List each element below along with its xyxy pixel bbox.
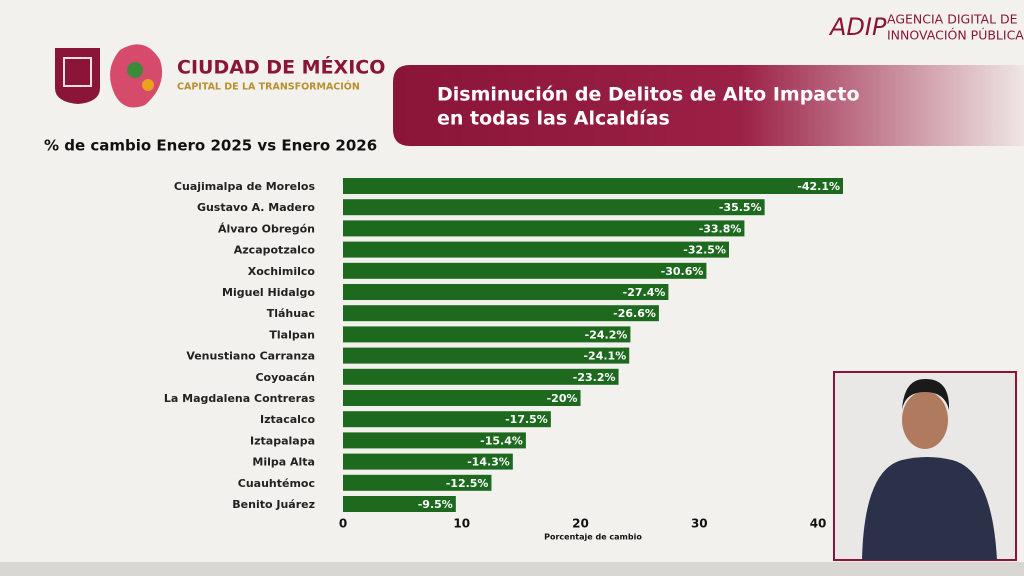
value-label: -33.8%	[699, 222, 742, 235]
agency-name: INNOVACIÓN PÚBLICA	[887, 28, 1024, 43]
value-label: -27.4%	[623, 286, 666, 299]
x-tick-label: 40	[810, 517, 827, 531]
interpreter-head	[902, 391, 948, 449]
shield-detail	[63, 57, 92, 87]
bar	[343, 432, 526, 449]
value-label: -42.1%	[797, 180, 840, 193]
x-tick-label: 20	[572, 517, 589, 531]
value-label: -12.5%	[446, 477, 489, 490]
y-tick-label: La Magdalena Contreras	[164, 392, 316, 405]
bar	[343, 411, 551, 428]
org-name: CIUDAD DE MÉXICO	[177, 56, 385, 79]
x-axis-label: Porcentaje de cambio	[544, 533, 642, 542]
city-logo-dot	[127, 62, 143, 78]
bar	[343, 496, 456, 512]
value-label: -30.6%	[661, 265, 704, 278]
interpreter-hair	[902, 378, 950, 410]
x-tick-label: 30	[691, 517, 708, 531]
bar	[343, 262, 707, 279]
y-tick-label: Miguel Hidalgo	[222, 286, 315, 299]
bar	[343, 390, 581, 406]
value-label: -35.5%	[719, 201, 762, 214]
banner	[393, 65, 1024, 146]
x-tick-label: 0	[339, 517, 347, 531]
bar	[343, 368, 619, 385]
banner-title: en todas las Alcaldías	[437, 108, 670, 130]
value-label: -17.5%	[505, 413, 548, 426]
y-tick-label: Azcapotzalco	[234, 244, 316, 257]
value-label: -32.5%	[683, 244, 726, 257]
y-tick-label: Venustiano Carranza	[186, 350, 315, 363]
bar	[343, 241, 729, 258]
bar	[343, 199, 765, 216]
x-tick-label: 10	[453, 517, 470, 531]
y-tick-label: Gustavo A. Madero	[197, 201, 315, 214]
value-label: -26.6%	[613, 307, 656, 320]
chart-title: % de cambio Enero 2025 vs Enero 2026	[44, 137, 377, 155]
y-tick-label: Xochimilco	[248, 265, 316, 278]
banner-title: Disminución de Delitos de Alto Impacto	[437, 84, 860, 106]
bar	[343, 305, 659, 322]
bottom-strip	[0, 562, 1024, 576]
value-label: -24.1%	[583, 350, 626, 363]
bar	[343, 326, 631, 343]
y-tick-label: Iztapalapa	[250, 434, 315, 447]
y-tick-label: Cuajimalpa de Morelos	[174, 180, 316, 193]
bar	[343, 284, 669, 300]
bar	[343, 178, 843, 194]
y-tick-label: Iztacalco	[260, 413, 315, 426]
bar	[343, 220, 745, 237]
y-tick-label: Milpa Alta	[252, 456, 315, 469]
y-tick-label: Cuauhtémoc	[238, 477, 315, 490]
y-tick-label: Benito Juárez	[232, 498, 315, 511]
y-tick-label: Álvaro Obregón	[218, 222, 315, 235]
value-label: -14.3%	[467, 456, 510, 469]
y-tick-label: Coyoacán	[255, 371, 315, 384]
value-label: -20%	[547, 392, 578, 405]
bar	[343, 474, 492, 491]
bar	[343, 347, 630, 364]
value-label: -24.2%	[585, 328, 628, 341]
y-tick-label: Tlalpan	[269, 328, 315, 341]
interpreter-body	[862, 457, 997, 560]
value-label: -23.2%	[573, 371, 616, 384]
bar	[343, 453, 513, 470]
shield-logo	[55, 48, 100, 104]
agency-logo: ADIP	[828, 13, 887, 41]
y-tick-label: Tláhuac	[267, 307, 315, 320]
city-logo-dot	[142, 79, 154, 91]
value-label: -15.4%	[480, 434, 523, 447]
org-tagline: CAPITAL DE LA TRANSFORMACIÓN	[177, 81, 360, 93]
value-label: -9.5%	[418, 498, 453, 511]
agency-name: AGENCIA DIGITAL DE	[887, 12, 1018, 27]
